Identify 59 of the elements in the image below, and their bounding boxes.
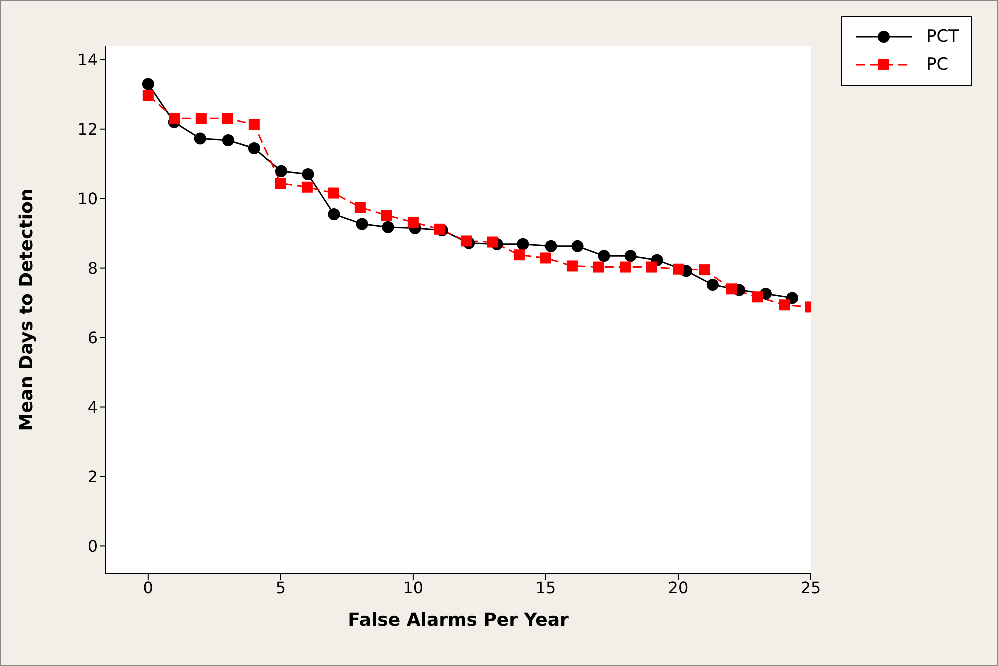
point — [778, 300, 790, 311]
point — [598, 250, 610, 262]
y-tick-label: 8 — [88, 258, 98, 278]
point — [248, 142, 260, 154]
point — [545, 240, 558, 252]
point — [514, 250, 525, 261]
x-tick-label: 20 — [668, 578, 689, 598]
point — [169, 113, 180, 124]
y-tick-label: 0 — [88, 536, 98, 556]
point — [620, 262, 631, 273]
point — [222, 113, 234, 124]
y-tick-label: 4 — [88, 398, 98, 417]
point — [381, 210, 392, 222]
point — [302, 182, 313, 193]
x-tick-label: 0 — [143, 578, 154, 598]
point — [593, 262, 604, 273]
point — [540, 252, 552, 264]
point — [275, 178, 286, 190]
point — [624, 250, 637, 262]
point — [646, 262, 658, 273]
point — [699, 264, 710, 276]
y-tick-label: 2 — [88, 467, 98, 486]
point — [142, 78, 154, 90]
point — [408, 216, 419, 228]
x-tick-label: 10 — [403, 578, 424, 598]
point — [460, 236, 472, 247]
point — [328, 188, 340, 199]
point — [382, 221, 394, 234]
y-tick-label: 14 — [78, 50, 98, 70]
legend-label: PC — [926, 55, 949, 75]
point — [356, 218, 368, 230]
point — [328, 208, 340, 220]
point — [248, 119, 260, 130]
point — [706, 278, 719, 291]
point — [726, 284, 737, 295]
point — [572, 240, 584, 252]
x-tick-label: 25 — [800, 578, 822, 598]
point — [752, 292, 764, 303]
point — [302, 168, 314, 181]
point — [275, 165, 288, 178]
point — [786, 292, 798, 304]
point — [222, 134, 234, 146]
x-tick-label: 15 — [536, 578, 556, 598]
point — [142, 90, 154, 102]
x-tick-label: 5 — [276, 578, 286, 598]
point — [434, 224, 446, 235]
legend-label: PCT — [926, 27, 959, 47]
point — [354, 202, 366, 214]
point — [517, 238, 530, 250]
point — [487, 236, 498, 248]
point — [672, 264, 684, 275]
y-axis-title: Mean Days to Detection — [16, 188, 38, 432]
y-tick-label: 6 — [88, 328, 98, 348]
y-tick-label: 10 — [78, 190, 98, 209]
y-tick-label: 12 — [78, 120, 98, 140]
x-axis-title: False Alarms Per Year — [348, 610, 570, 631]
point — [194, 132, 206, 145]
point — [566, 260, 578, 272]
point — [196, 113, 207, 124]
